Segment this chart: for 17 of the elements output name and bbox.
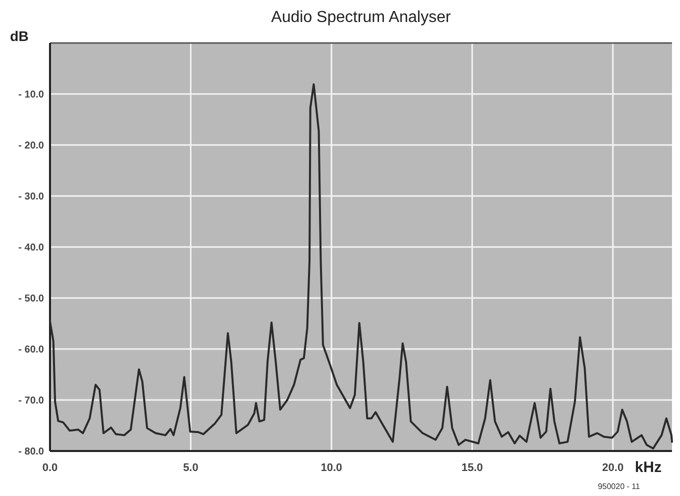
x-tick-label: 10.0 (320, 462, 342, 474)
x-tick-label: 5.0 (183, 462, 198, 474)
y-tick-label: - 30.0 (18, 192, 44, 202)
y-tick-label: - 20.0 (18, 140, 44, 152)
y-tick-label: - 60.0 (18, 344, 44, 356)
text: 950020 - 11 (598, 482, 640, 491)
x-axis-title: kHz (634, 459, 662, 476)
y-tick-label: - 10.0 (18, 90, 44, 100)
x-tick-label: 15.0 (461, 462, 483, 474)
x-tick-label: 20.0 (602, 462, 624, 474)
y-tick-label: - 80.0 (18, 446, 44, 458)
y-tick-label: - 70.0 (18, 396, 44, 406)
y-tick-label: - 50.0 (18, 294, 44, 304)
x-tick-label: 0.0 (42, 462, 58, 474)
y-axis-title: dB (10, 28, 29, 44)
y-tick-label: - 40.0 (18, 242, 44, 254)
chart-title: Audio Spectrum Analyser (271, 9, 452, 26)
